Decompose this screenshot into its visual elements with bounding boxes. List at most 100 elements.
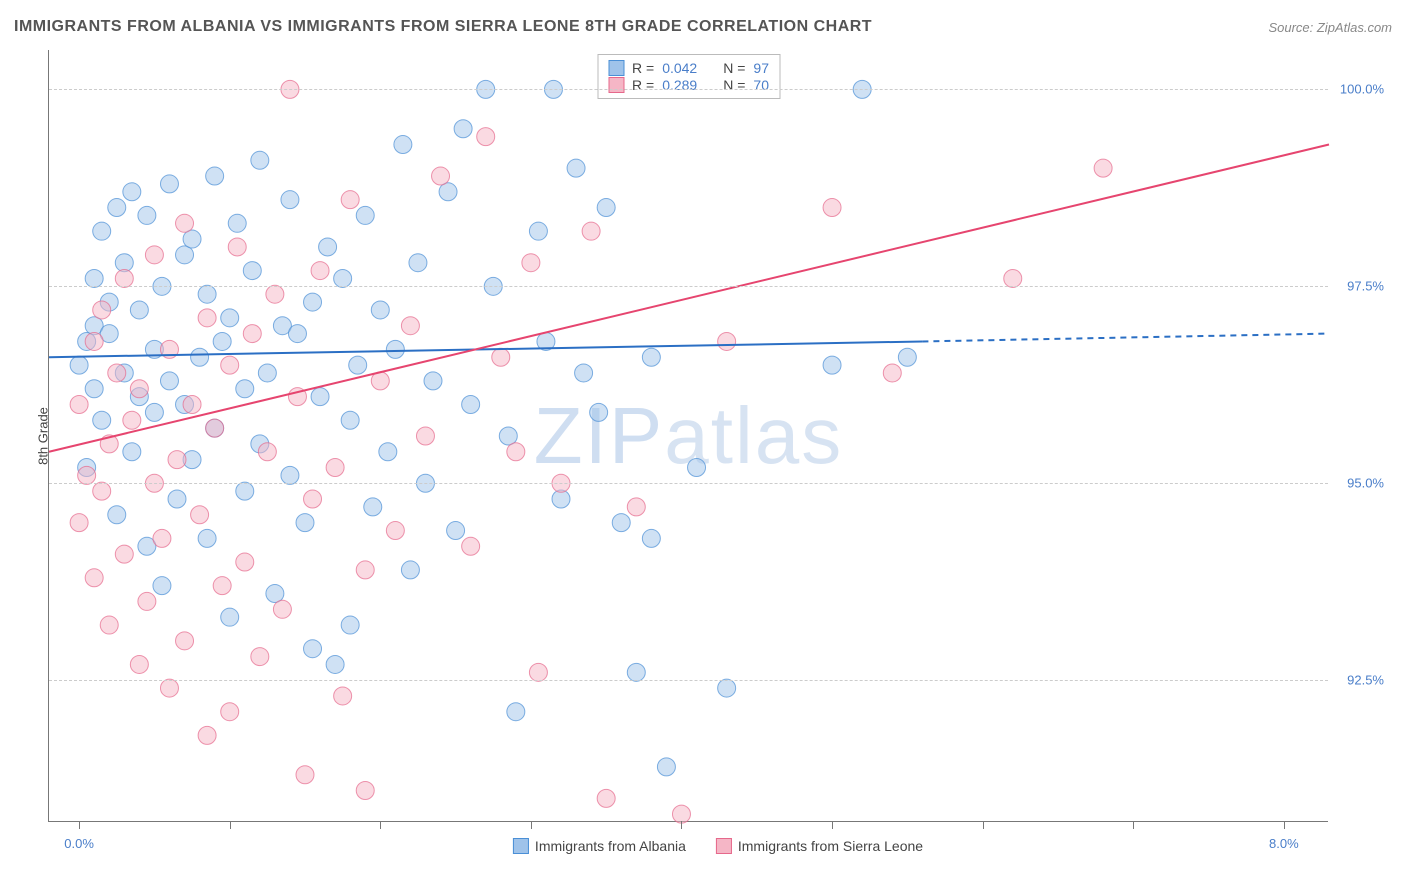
data-point — [590, 403, 608, 421]
data-point — [138, 592, 156, 610]
data-point — [281, 191, 299, 209]
data-point — [183, 395, 201, 413]
data-point — [243, 262, 261, 280]
data-point — [168, 490, 186, 508]
data-point — [582, 222, 600, 240]
data-point — [507, 443, 525, 461]
chart-container: 8th Grade ZIPatlas R = 0.042 N = 97 R = … — [48, 50, 1388, 822]
data-point — [93, 222, 111, 240]
data-point — [575, 364, 593, 382]
data-point — [304, 490, 322, 508]
r-value-a: 0.042 — [662, 60, 697, 76]
data-point — [439, 183, 457, 201]
data-point — [823, 356, 841, 374]
y-tick-label: 100.0% — [1340, 82, 1384, 97]
data-point — [394, 136, 412, 154]
x-tick — [681, 821, 682, 829]
gridline — [49, 680, 1328, 681]
data-point — [206, 167, 224, 185]
data-point — [236, 380, 254, 398]
y-tick-label: 95.0% — [1347, 476, 1384, 491]
data-point — [642, 348, 660, 366]
data-point — [221, 703, 239, 721]
gridline — [49, 286, 1328, 287]
data-point — [130, 301, 148, 319]
data-point — [191, 506, 209, 524]
data-point — [288, 325, 306, 343]
stats-row-b: R = 0.289 N = 70 — [608, 77, 769, 93]
data-point — [642, 529, 660, 547]
data-point — [85, 269, 103, 287]
data-point — [78, 466, 96, 484]
data-point — [85, 380, 103, 398]
data-point — [100, 616, 118, 634]
data-point — [251, 151, 269, 169]
data-point — [364, 498, 382, 516]
data-point — [612, 514, 630, 532]
legend-item-albania: Immigrants from Albania — [513, 838, 686, 854]
data-point — [304, 640, 322, 658]
data-point — [349, 356, 367, 374]
legend-item-sierra-leone: Immigrants from Sierra Leone — [716, 838, 923, 854]
r-value-b: 0.289 — [662, 77, 697, 93]
legend-label-b: Immigrants from Sierra Leone — [738, 838, 923, 854]
x-tick-label: 0.0% — [64, 836, 94, 851]
data-point — [138, 206, 156, 224]
x-tick — [1133, 821, 1134, 829]
data-point — [236, 553, 254, 571]
data-point — [883, 364, 901, 382]
data-point — [160, 372, 178, 390]
data-point — [356, 781, 374, 799]
swatch-albania — [513, 838, 529, 854]
swatch-sierra-leone — [608, 77, 624, 93]
data-point — [462, 537, 480, 555]
data-point — [454, 120, 472, 138]
data-point — [898, 348, 916, 366]
data-point — [176, 632, 194, 650]
plot-area: ZIPatlas R = 0.042 N = 97 R = 0.289 N = … — [48, 50, 1328, 822]
data-point — [115, 269, 133, 287]
y-tick-label: 97.5% — [1347, 279, 1384, 294]
data-point — [401, 317, 419, 335]
trend-line — [49, 341, 922, 357]
data-point — [176, 214, 194, 232]
data-point — [462, 395, 480, 413]
data-point — [176, 246, 194, 264]
data-point — [221, 356, 239, 374]
gridline — [49, 89, 1328, 90]
data-point — [93, 411, 111, 429]
swatch-albania — [608, 60, 624, 76]
n-value-a: 97 — [753, 60, 769, 76]
data-point — [85, 569, 103, 587]
data-point — [326, 655, 344, 673]
data-point — [432, 167, 450, 185]
data-point — [627, 498, 645, 516]
data-point — [688, 459, 706, 477]
data-point — [597, 789, 615, 807]
data-point — [507, 703, 525, 721]
data-point — [160, 679, 178, 697]
data-point — [198, 309, 216, 327]
data-point — [266, 585, 284, 603]
x-tick-label: 8.0% — [1269, 836, 1299, 851]
data-point — [334, 269, 352, 287]
data-point — [228, 214, 246, 232]
stats-row-a: R = 0.042 N = 97 — [608, 60, 769, 76]
x-tick — [832, 821, 833, 829]
data-point — [326, 459, 344, 477]
data-point — [499, 427, 517, 445]
data-point — [108, 199, 126, 217]
data-point — [657, 758, 675, 776]
data-point — [236, 482, 254, 500]
data-point — [153, 577, 171, 595]
data-point — [221, 608, 239, 626]
data-point — [130, 655, 148, 673]
data-point — [304, 293, 322, 311]
trend-line-extrapolated — [922, 334, 1329, 342]
r-label: R = — [632, 60, 654, 76]
data-point — [70, 395, 88, 413]
data-point — [153, 529, 171, 547]
data-point — [356, 206, 374, 224]
data-point — [145, 246, 163, 264]
chart-title: IMMIGRANTS FROM ALBANIA VS IMMIGRANTS FR… — [14, 18, 872, 36]
